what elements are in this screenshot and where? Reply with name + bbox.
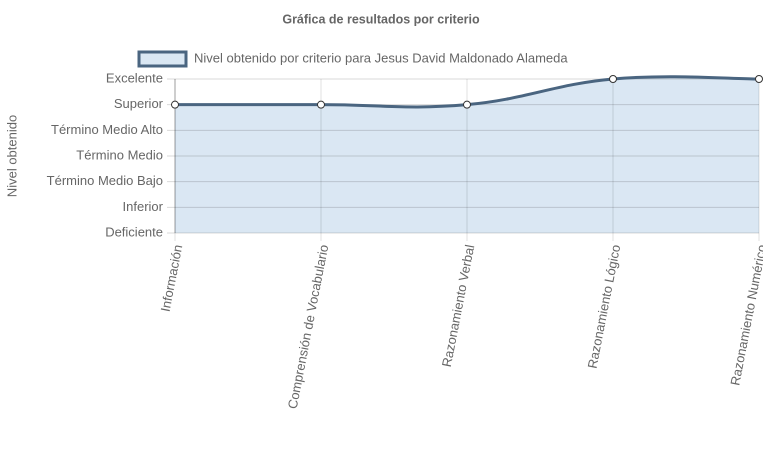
point xyxy=(463,100,471,109)
x-tick-label: Comprensión de Vocabulario xyxy=(285,243,332,410)
y-tick-label: Superior xyxy=(114,96,164,111)
y-tick-label: Excelente xyxy=(106,70,163,85)
y-tick-label: Deficiente xyxy=(105,224,163,239)
chart-title: Gráfica de resultados por criterio xyxy=(282,12,480,26)
y-tick-label: Término Medio Alto xyxy=(51,122,163,137)
point xyxy=(755,75,763,83)
y-tick-label: Término Medio xyxy=(76,147,163,162)
y-tick-label: Término Medio Bajo xyxy=(47,173,163,188)
x-tick-label: Razonamiento Verbal xyxy=(439,243,477,368)
legend-label: Nivel obtenido por criterio para Jesus D… xyxy=(194,50,568,65)
point xyxy=(609,75,617,83)
x-tick-label: Razonamiento Numérico xyxy=(727,243,763,386)
y-axis-label: Nivel obtenido xyxy=(4,115,19,197)
legend-swatch xyxy=(137,50,188,68)
point xyxy=(317,100,325,109)
y-tick-label: Inferior xyxy=(123,199,164,214)
point xyxy=(171,100,179,109)
x-tick-label: Razonamiento Lógico xyxy=(585,243,624,369)
area xyxy=(175,76,759,233)
x-tick-label: Información xyxy=(158,243,186,313)
